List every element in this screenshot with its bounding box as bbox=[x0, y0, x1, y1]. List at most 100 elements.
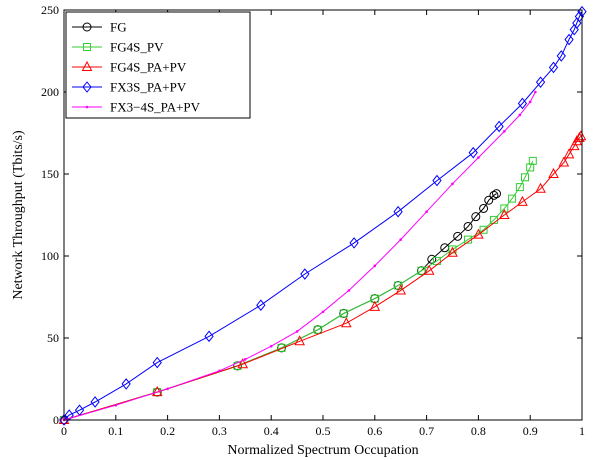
data-point bbox=[517, 97, 528, 110]
data-point bbox=[489, 190, 499, 200]
data-point bbox=[468, 146, 478, 159]
y-tick-label: 100 bbox=[41, 249, 59, 263]
data-point bbox=[294, 335, 306, 346]
y-tick-label: 150 bbox=[41, 167, 59, 181]
data-point bbox=[471, 212, 481, 222]
y-tick-label: 0 bbox=[53, 413, 59, 427]
series-2 bbox=[58, 130, 587, 424]
data-point bbox=[479, 225, 488, 234]
data-point bbox=[90, 396, 100, 408]
legend-marker bbox=[81, 60, 93, 71]
data-point bbox=[548, 61, 559, 74]
data-point bbox=[256, 299, 266, 312]
x-tick-label: 1 bbox=[579, 424, 585, 438]
series-1 bbox=[60, 156, 537, 424]
data-point bbox=[417, 266, 426, 275]
x-tick-label: 0.3 bbox=[212, 424, 227, 438]
data-point bbox=[484, 195, 494, 205]
data-point bbox=[556, 50, 566, 62]
data-point bbox=[453, 231, 463, 241]
data-point bbox=[521, 173, 530, 182]
data-point bbox=[300, 268, 310, 280]
data-point bbox=[500, 204, 509, 213]
data-point bbox=[423, 264, 435, 275]
data-point bbox=[432, 174, 442, 187]
data-point bbox=[494, 120, 504, 133]
series-layer bbox=[58, 5, 587, 426]
legend-label: FG bbox=[110, 20, 127, 35]
legend-label: FX3S_PA+PV bbox=[110, 80, 187, 95]
data-point bbox=[535, 182, 546, 193]
data-point bbox=[517, 195, 528, 206]
series-line bbox=[63, 91, 536, 421]
data-point bbox=[568, 140, 580, 151]
y-axis-label: Network Throughput (Tbits/s) bbox=[11, 130, 26, 300]
data-point bbox=[558, 156, 570, 167]
legend-entry: FG bbox=[72, 20, 127, 35]
data-point bbox=[528, 156, 537, 165]
data-point bbox=[204, 330, 214, 343]
y-tick-label: 200 bbox=[41, 85, 59, 99]
legend-label: FG4S_PA+PV bbox=[110, 60, 187, 75]
data-point bbox=[518, 113, 522, 117]
data-point bbox=[339, 309, 348, 318]
data-point bbox=[277, 343, 286, 352]
legend-label: FG4S_PV bbox=[110, 40, 164, 55]
data-point bbox=[237, 358, 249, 369]
x-tick-label: 0.8 bbox=[471, 424, 486, 438]
legend: FG FG4S_PV FG4S_PA+PV FX3S_PA+PV FX3−4S_PA+P… bbox=[65, 11, 251, 119]
data-point bbox=[564, 33, 574, 46]
data-point bbox=[349, 237, 359, 249]
data-point bbox=[166, 387, 169, 391]
series-line bbox=[63, 135, 582, 421]
data-point bbox=[152, 356, 162, 369]
legend-marker bbox=[82, 81, 92, 93]
data-point bbox=[427, 254, 437, 264]
data-point bbox=[394, 281, 403, 290]
legend-entry: FG4S_PV bbox=[72, 40, 164, 55]
data-point bbox=[503, 130, 506, 133]
data-point bbox=[535, 76, 546, 88]
data-point bbox=[571, 135, 583, 146]
legend-label: FX3−4S_PA+PV bbox=[110, 100, 201, 115]
data-point bbox=[269, 344, 273, 348]
data-point bbox=[244, 358, 247, 361]
data-point bbox=[121, 378, 131, 390]
data-point bbox=[321, 310, 325, 314]
legend-entry: FX3−4S_PA+PV bbox=[72, 100, 201, 115]
legend-entry: FX3S_PA+PV bbox=[72, 80, 187, 95]
data-point bbox=[473, 228, 484, 239]
data-point bbox=[340, 317, 352, 328]
legend-entry: FG4S_PA+PV bbox=[72, 60, 187, 75]
x-tick-label: 0.5 bbox=[316, 424, 331, 438]
data-point bbox=[59, 414, 69, 426]
data-point bbox=[447, 246, 458, 257]
data-point bbox=[347, 289, 351, 292]
data-point bbox=[373, 264, 377, 268]
series-4 bbox=[62, 90, 537, 422]
x-tick-label: 0.7 bbox=[419, 424, 434, 438]
data-point bbox=[395, 284, 407, 295]
x-tick-label: 0.1 bbox=[108, 424, 123, 438]
y-tick-label: 50 bbox=[47, 331, 59, 345]
data-point bbox=[528, 100, 532, 104]
data-point bbox=[218, 369, 221, 373]
data-point bbox=[295, 330, 299, 333]
data-point bbox=[393, 205, 403, 218]
data-point bbox=[498, 208, 510, 219]
legend-box bbox=[65, 11, 251, 119]
x-tick-label: 0 bbox=[61, 424, 67, 438]
series-line bbox=[63, 160, 534, 421]
data-point bbox=[479, 203, 489, 213]
x-tick-label: 0.2 bbox=[160, 424, 175, 438]
data-point bbox=[463, 221, 473, 231]
data-point bbox=[515, 183, 524, 192]
y-tick-label: 250 bbox=[41, 3, 59, 17]
data-point bbox=[534, 90, 537, 94]
legend-marker bbox=[83, 43, 91, 51]
data-point bbox=[477, 156, 480, 159]
data-point bbox=[575, 130, 587, 141]
x-tick-label: 0.9 bbox=[523, 424, 538, 438]
series-3 bbox=[59, 5, 587, 426]
